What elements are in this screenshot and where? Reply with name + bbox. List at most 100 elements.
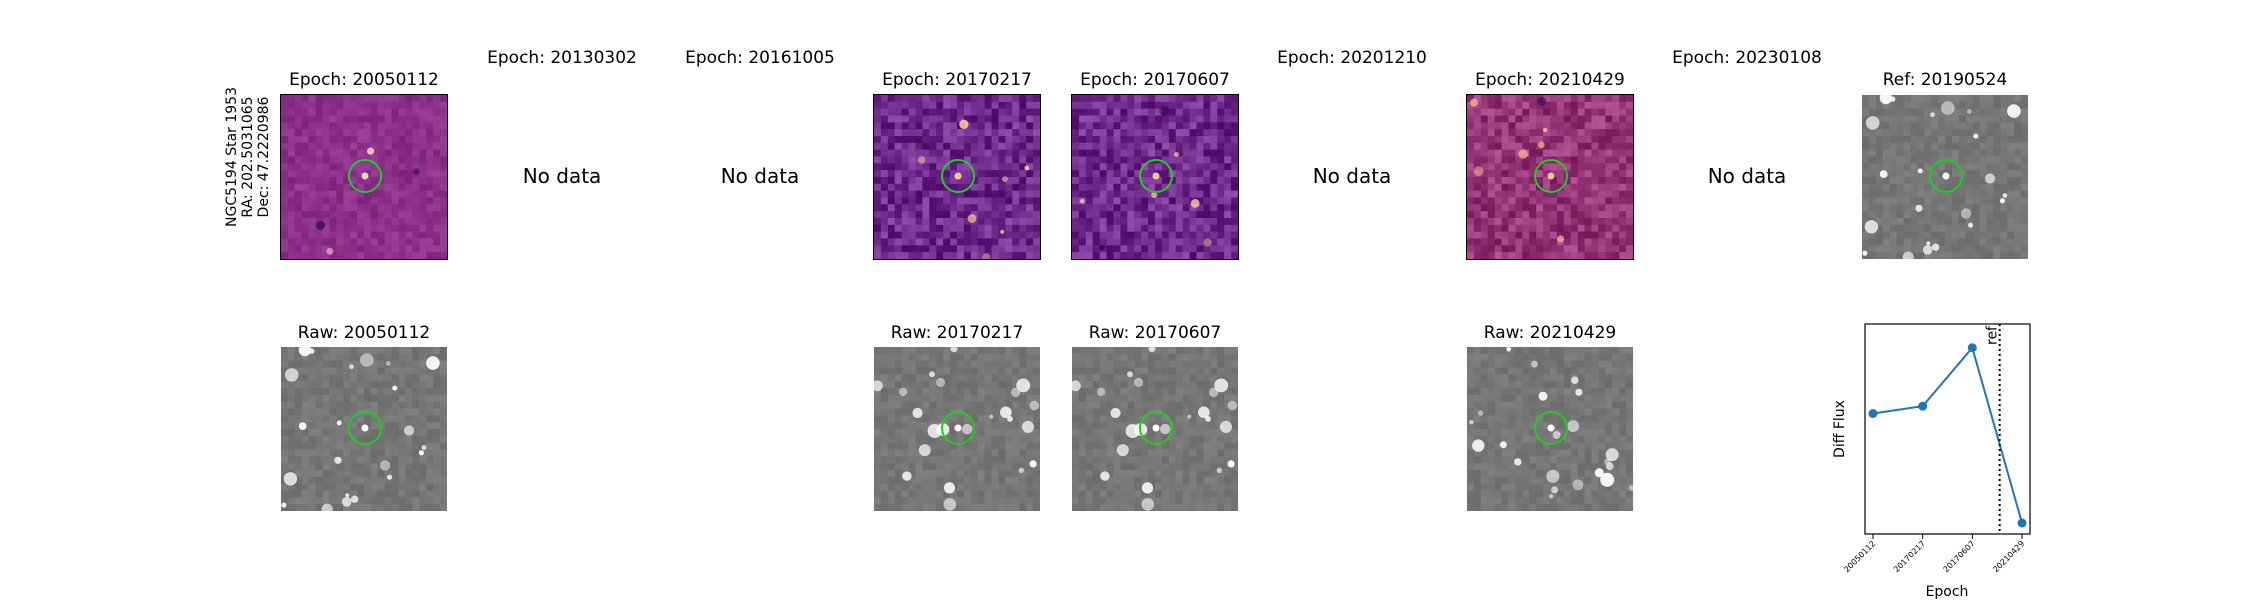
noise-pixel: [384, 108, 393, 117]
noise-pixel: [1619, 95, 1627, 103]
noise-pixel: [936, 204, 944, 212]
noise-pixel: [1903, 101, 1912, 110]
noise-pixel: [936, 408, 944, 416]
noise-pixel: [301, 381, 310, 389]
noise-pixel: [950, 442, 958, 451]
noise-pixel: [929, 347, 937, 355]
noise-pixel: [1148, 183, 1156, 192]
noise-pixel: [1563, 149, 1572, 158]
noise-pixel: [1903, 245, 1912, 253]
noise-pixel: [301, 238, 310, 246]
noise-pixel: [1217, 367, 1225, 375]
noise-pixel: [1938, 142, 1946, 151]
noise-pixel: [977, 197, 986, 205]
noise-pixel: [991, 95, 1000, 103]
noise-pixel: [1203, 388, 1211, 396]
noise-pixel: [370, 422, 379, 430]
noise-pixel: [1577, 115, 1586, 123]
noise-pixel: [1467, 156, 1475, 164]
noise-pixel: [887, 115, 896, 123]
noise-pixel: [329, 381, 337, 389]
noise-pixel: [936, 211, 944, 219]
noise-pixel: [929, 170, 937, 178]
noise-pixel: [887, 136, 896, 144]
noise-pixel: [426, 142, 434, 151]
noise-pixel: [1938, 122, 1946, 130]
noise-pixel: [998, 115, 1007, 123]
noise-pixel: [384, 224, 393, 233]
noise-pixel: [1148, 108, 1156, 117]
noise-pixel: [426, 463, 434, 471]
noise-pixel: [1889, 122, 1898, 130]
noise-pixel: [287, 108, 296, 117]
noise-pixel: [998, 245, 1007, 253]
noise-pixel: [1522, 156, 1530, 164]
noise-pixel: [1480, 101, 1489, 110]
noise-pixel: [1005, 497, 1013, 505]
noise-pixel: [343, 442, 351, 451]
noise-pixel: [1196, 360, 1205, 369]
noise-pixel: [1862, 170, 1870, 178]
noise-pixel: [294, 504, 303, 511]
noise-pixel: [957, 252, 965, 259]
noise-pixel: [1536, 115, 1544, 123]
noise-pixel: [970, 415, 979, 423]
noise-pixel: [998, 374, 1007, 382]
noise-pixel: [991, 490, 1000, 498]
noise-pixel: [1965, 190, 1974, 199]
noise-pixel: [1951, 129, 1960, 137]
noise-pixel: [1903, 142, 1912, 151]
noise-pixel: [984, 456, 993, 464]
noise-pixel: [405, 238, 414, 246]
noise-pixel: [1515, 476, 1523, 485]
noise-pixel: [1896, 170, 1905, 178]
noise-pixel: [1210, 238, 1218, 246]
noise-pixel: [2021, 129, 2028, 137]
noise-pixel: [336, 497, 344, 505]
noise-pixel: [370, 429, 379, 437]
noise-pixel: [977, 442, 986, 451]
noise-pixel: [294, 245, 303, 253]
noise-pixel: [1141, 401, 1149, 410]
noise-pixel: [963, 449, 972, 457]
noise-pixel: [1072, 435, 1080, 444]
noise-pixel: [1515, 367, 1523, 375]
noise-pixel: [1019, 490, 1027, 498]
noise-pixel: [1106, 177, 1115, 185]
noise-pixel: [957, 204, 965, 212]
noise-pixel: [336, 108, 344, 117]
image-canvas: [874, 347, 1040, 511]
noise-pixel: [874, 156, 882, 164]
noise-pixel: [874, 177, 882, 185]
noise-pixel: [1231, 353, 1238, 362]
noise-pixel: [1120, 129, 1128, 137]
noise-pixel: [281, 456, 289, 464]
noise-pixel: [1203, 429, 1211, 437]
noise-pixel: [308, 463, 317, 471]
noise-pixel: [370, 163, 379, 171]
noise-pixel: [1619, 204, 1627, 212]
noise-pixel: [880, 476, 889, 485]
noise-pixel: [287, 177, 296, 185]
noise-pixel: [1467, 170, 1475, 178]
noise-pixel: [1501, 252, 1510, 259]
noise-pixel: [322, 163, 331, 171]
noise-pixel: [370, 170, 379, 178]
noise-pixel: [1085, 353, 1094, 362]
noise-pixel: [922, 429, 930, 437]
noise-pixel: [1515, 504, 1523, 511]
noise-pixel: [1231, 360, 1238, 369]
star-source: [1018, 467, 1024, 473]
noise-pixel: [1019, 156, 1027, 164]
noise-pixel: [915, 394, 924, 403]
noise-pixel: [1487, 381, 1496, 389]
noise-pixel: [329, 142, 337, 151]
noise-pixel: [1134, 435, 1142, 444]
noise-pixel: [1868, 183, 1877, 192]
noise-pixel: [929, 211, 937, 219]
noise-pixel: [1882, 218, 1891, 226]
noise-pixel: [1113, 108, 1122, 117]
noise-pixel: [322, 394, 331, 403]
noise-pixel: [322, 129, 331, 137]
star-source: [1000, 229, 1005, 234]
